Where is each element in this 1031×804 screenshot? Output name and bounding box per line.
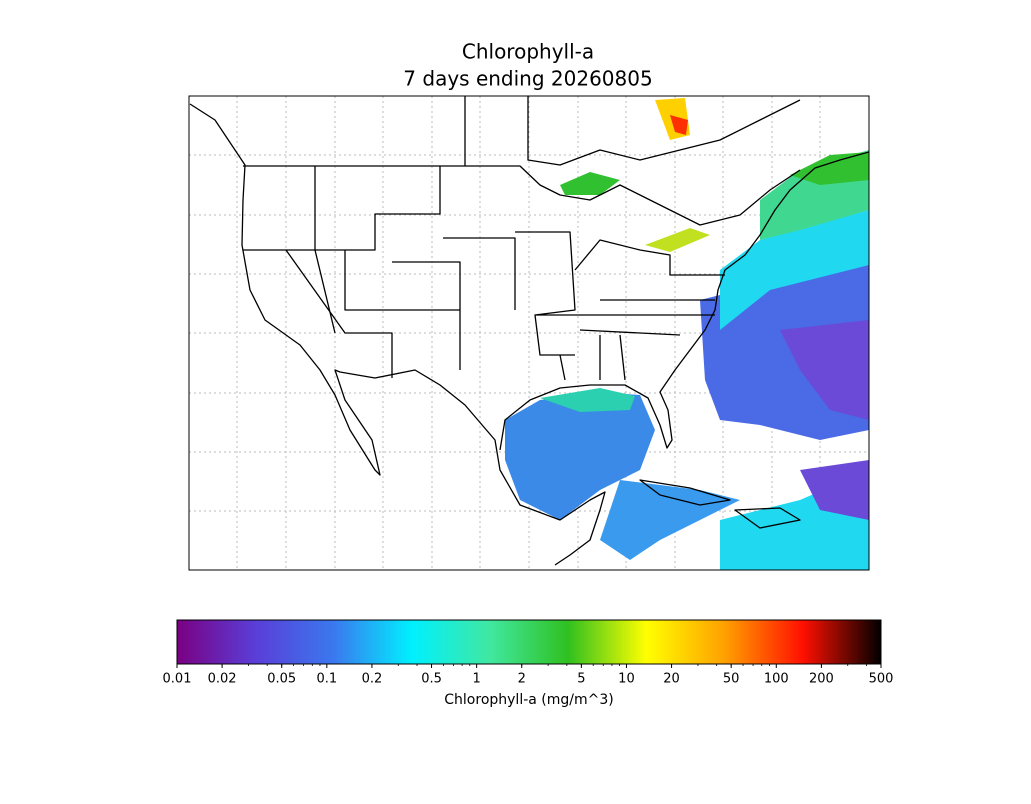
tick-label: 10	[618, 672, 635, 687]
tick-label: 5	[577, 672, 585, 687]
tick-label: 2	[518, 672, 526, 687]
chlorophyll-field	[505, 98, 869, 570]
map	[188, 95, 870, 571]
tick-label: 100	[764, 672, 789, 687]
colorbar-fill	[176, 619, 882, 665]
tick-label: 0.2	[362, 672, 383, 687]
tick-label: 0.05	[267, 672, 296, 687]
tick-label: 0.1	[316, 672, 337, 687]
tick-label: 20	[663, 672, 680, 687]
title-line: Chlorophyll-a	[462, 40, 594, 64]
title-line: 7 days ending 20260805	[403, 67, 652, 91]
tick-label: 0.01	[163, 672, 192, 687]
map-frame	[188, 95, 870, 571]
tick-label: 0.5	[421, 672, 442, 687]
tick-label: 50	[723, 672, 740, 687]
colorbar-label: Chlorophyll-a (mg/m^3)	[444, 692, 613, 708]
colorbar: Chlorophyll-a (mg/m^3) 0.01 0.02 0.05 0.1 0.…	[163, 619, 894, 708]
tick-label: 1	[472, 672, 480, 687]
coastlines-and-borders	[189, 96, 869, 566]
tick-label: 0.02	[208, 672, 237, 687]
tick-label: 500	[869, 672, 894, 687]
tick-label: 200	[809, 672, 834, 687]
